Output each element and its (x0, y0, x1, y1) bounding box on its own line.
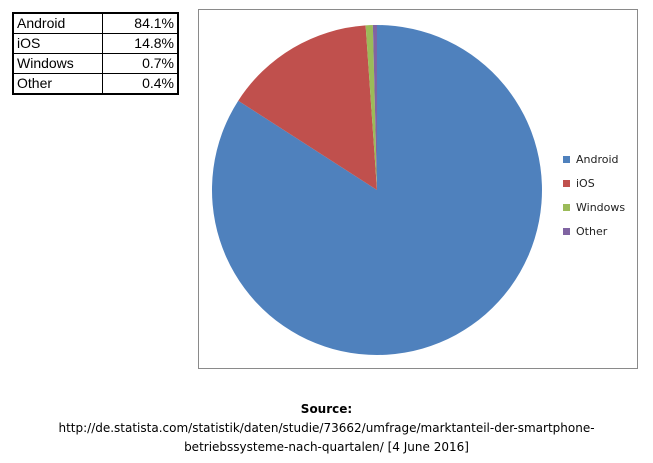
table-cell-category: Other (12, 73, 103, 95)
legend: Android iOS Windows Other (563, 147, 625, 243)
table-row: Other 0.4% (12, 73, 179, 95)
legend-label: Other (576, 224, 608, 238)
legend-label: Android (576, 152, 619, 166)
source-note: Source: http://de.statista.com/statistik… (0, 400, 653, 457)
pie-chart (211, 24, 542, 355)
table-cell-category: Android (12, 12, 103, 34)
table-row: iOS 14.8% (12, 33, 179, 54)
table-cell-value: 14.8% (102, 33, 179, 54)
table-cell-value: 0.4% (102, 73, 179, 95)
table-row: Android 84.1% (12, 12, 179, 34)
pie-slice-android (211, 25, 542, 355)
legend-swatch (563, 179, 570, 187)
table-cell-category: Windows (12, 53, 103, 74)
pie-slice-ios (238, 25, 377, 190)
legend-label: Windows (576, 200, 626, 214)
legend-item-other: Other (563, 219, 625, 243)
table-row: Windows 0.7% (12, 53, 179, 74)
legend-item-android: Android (563, 147, 625, 171)
legend-item-windows: Windows (563, 195, 625, 219)
legend-swatch (563, 227, 570, 235)
table-cell-value: 84.1% (102, 12, 179, 34)
pie-slice-windows (365, 25, 377, 190)
legend-swatch (563, 155, 570, 163)
legend-item-ios: iOS (563, 171, 625, 195)
source-url-line-2: betriebssysteme-nach-quartalen/ [4 June … (184, 440, 469, 454)
table-cell-category: iOS (12, 33, 103, 54)
chart-area: Android iOS Windows Other (198, 9, 638, 369)
pie-slice-other (372, 24, 377, 191)
data-table: Android 84.1% iOS 14.8% Windows 0.7% Oth… (12, 12, 179, 95)
source-label: Source: (300, 402, 353, 416)
legend-label: iOS (576, 176, 595, 190)
table-cell-value: 0.7% (102, 53, 179, 74)
source-url-line-1: http://de.statista.com/statistik/daten/s… (58, 421, 595, 435)
legend-swatch (563, 203, 570, 211)
